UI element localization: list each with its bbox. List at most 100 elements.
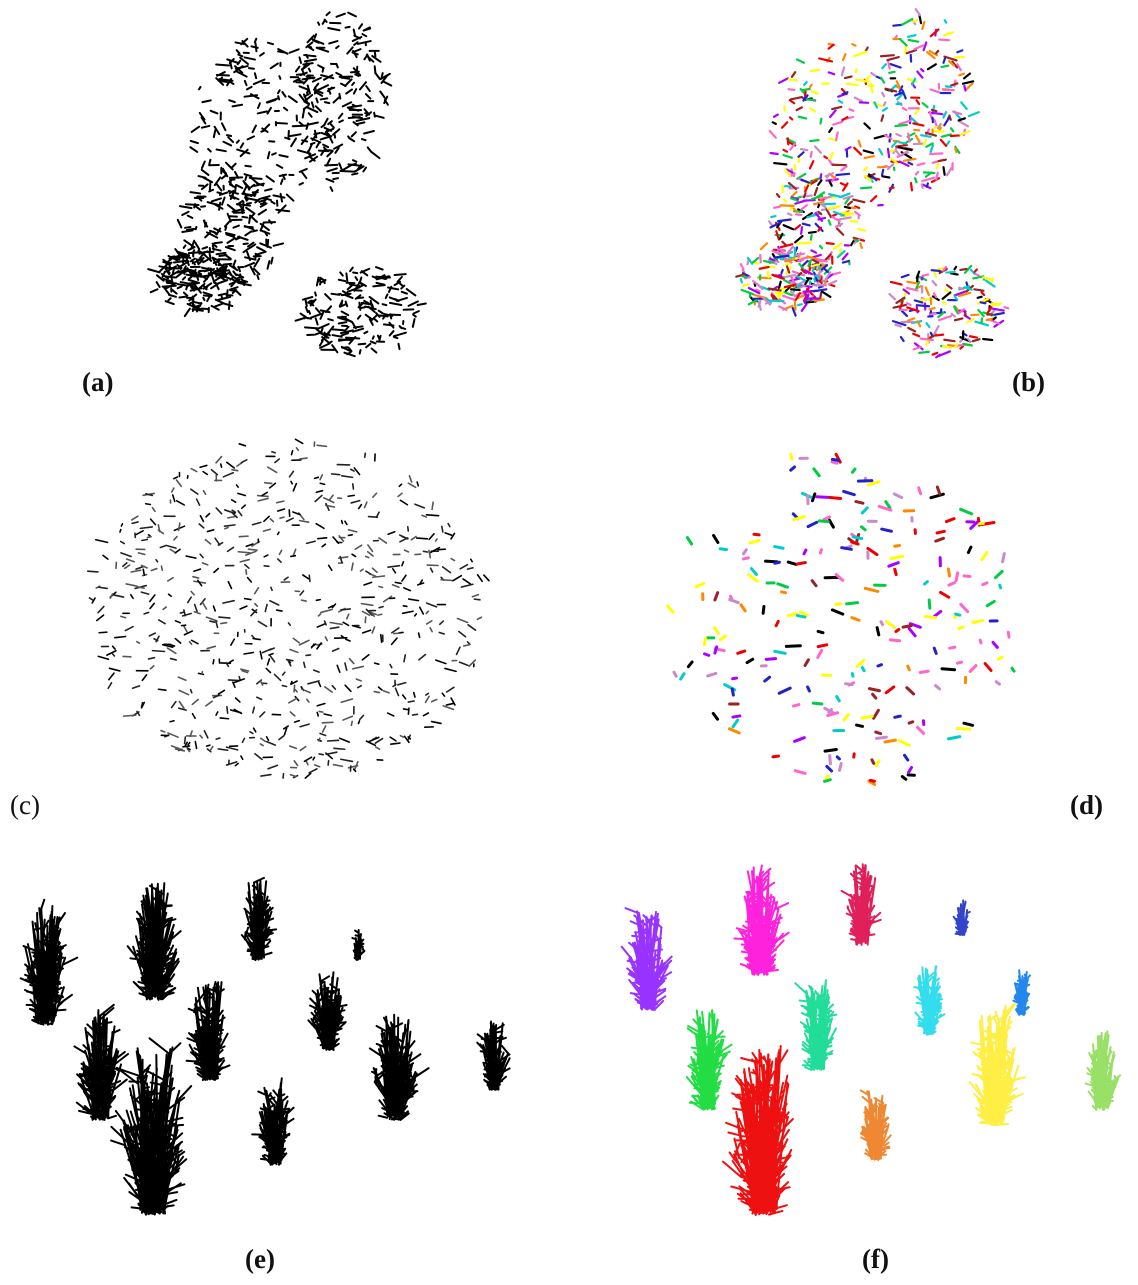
point-stroke: [149, 602, 156, 610]
point-stroke: [793, 163, 797, 171]
point-stroke: [890, 157, 899, 165]
point-stroke: [894, 323, 902, 328]
point-stroke: [190, 467, 198, 473]
point-stroke: [332, 763, 344, 768]
tree-branch: [95, 1115, 101, 1120]
point-stroke: [197, 259, 204, 265]
point-stroke: [367, 515, 379, 518]
point-stroke: [806, 255, 819, 261]
point-stroke: [902, 157, 917, 162]
point-stroke: [303, 93, 314, 103]
point-stroke: [313, 33, 318, 39]
point-stroke: [194, 241, 201, 251]
point-stroke: [817, 179, 823, 186]
tree-branch: [267, 1138, 275, 1147]
point-stroke: [786, 560, 798, 566]
point-stroke: [928, 49, 939, 57]
point-stroke: [841, 116, 849, 122]
point-stroke: [263, 515, 270, 523]
point-stroke: [939, 590, 951, 599]
point-stroke: [311, 38, 320, 44]
tree-branch: [39, 915, 56, 1024]
tree-branch: [652, 943, 662, 1007]
point-stroke: [166, 647, 177, 655]
point-stroke: [355, 678, 362, 682]
point-stroke: [219, 273, 227, 277]
point-stroke: [221, 167, 229, 178]
point-stroke: [371, 275, 378, 280]
point-stroke: [753, 282, 757, 287]
point-stroke: [828, 754, 832, 766]
point-stroke: [767, 287, 782, 292]
point-stroke: [388, 330, 395, 337]
tree-branch: [639, 988, 647, 993]
point-stroke: [891, 320, 907, 327]
point-stroke: [914, 177, 918, 184]
point-stroke: [901, 106, 908, 112]
point-stroke: [901, 624, 913, 629]
point-stroke: [325, 11, 331, 17]
point-stroke: [879, 620, 885, 627]
point-stroke: [276, 558, 282, 563]
tree-branch: [123, 1176, 139, 1197]
point-stroke: [298, 85, 310, 91]
point-stroke: [914, 107, 921, 116]
point-stroke: [389, 736, 397, 742]
point-stroke: [313, 476, 320, 480]
point-stroke: [261, 491, 269, 497]
point-stroke: [299, 590, 305, 596]
point-stroke: [757, 299, 762, 308]
point-stroke: [293, 684, 296, 693]
point-stroke: [401, 610, 414, 615]
point-stroke: [161, 270, 166, 279]
point-stroke: [945, 283, 953, 290]
point-stroke: [961, 80, 975, 85]
point-stroke: [373, 50, 377, 58]
point-stroke: [339, 329, 355, 335]
point-stroke: [906, 317, 916, 322]
point-stroke: [784, 258, 796, 263]
point-stroke: [319, 474, 324, 481]
point-stroke: [274, 458, 281, 464]
point-stroke: [226, 515, 238, 519]
point-stroke: [902, 150, 909, 155]
point-stroke: [473, 598, 481, 601]
point-stroke: [253, 72, 258, 80]
point-stroke: [278, 735, 285, 741]
point-stroke: [951, 60, 959, 69]
point-stroke: [212, 276, 221, 283]
point-stroke: [108, 667, 121, 672]
point-stroke: [719, 634, 727, 642]
point-stroke: [850, 540, 860, 546]
tree-branch: [132, 952, 150, 959]
point-stroke: [800, 259, 809, 268]
point-stroke: [829, 151, 835, 161]
point-stroke: [360, 138, 367, 142]
point-stroke: [968, 335, 978, 339]
point-stroke: [828, 180, 833, 187]
point-stroke: [277, 204, 287, 214]
point-stroke: [344, 662, 348, 671]
point-stroke: [831, 213, 838, 217]
tree-branch: [482, 1047, 493, 1091]
tree-branch: [144, 952, 151, 964]
point-stroke: [194, 225, 198, 231]
point-stroke: [387, 531, 396, 536]
point-stroke: [243, 225, 255, 231]
point-stroke: [778, 77, 789, 84]
point-stroke: [786, 612, 799, 618]
point-stroke: [412, 691, 416, 698]
point-stroke: [777, 686, 792, 695]
point-stroke: [243, 173, 253, 178]
point-stroke: [278, 549, 283, 556]
point-stroke: [98, 631, 108, 634]
point-stroke: [192, 575, 200, 579]
point-stroke: [316, 642, 323, 650]
tree-branch: [135, 917, 150, 933]
point-stroke: [321, 18, 327, 25]
point-stroke: [201, 274, 213, 278]
point-stroke: [846, 200, 853, 206]
point-stroke: [459, 563, 469, 570]
point-stroke: [202, 284, 208, 291]
point-stroke: [241, 215, 249, 219]
